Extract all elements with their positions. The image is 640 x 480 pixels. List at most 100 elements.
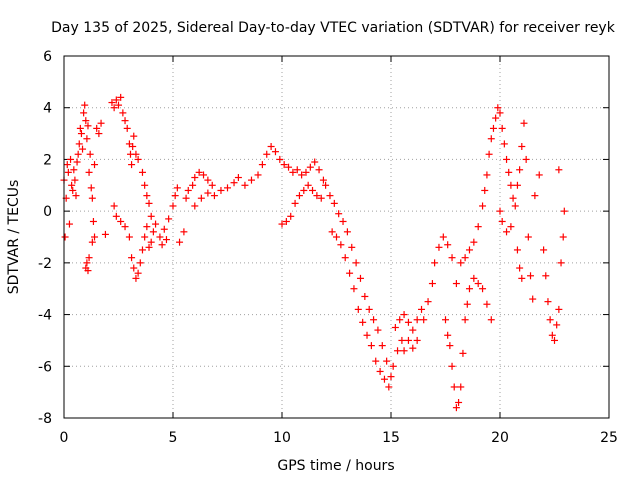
y-tick-label: 0 xyxy=(43,204,52,220)
data-point xyxy=(71,176,79,184)
data-point xyxy=(409,344,417,352)
data-point xyxy=(91,233,99,241)
data-point xyxy=(513,181,521,189)
data-point xyxy=(117,217,125,225)
data-point xyxy=(108,99,116,107)
data-point xyxy=(295,192,303,200)
data-point xyxy=(444,331,452,339)
data-point xyxy=(354,305,362,313)
data-point xyxy=(431,259,439,267)
data-point xyxy=(280,161,288,169)
data-point xyxy=(85,168,93,176)
data-point xyxy=(110,104,118,112)
data-point xyxy=(391,324,399,331)
data-point xyxy=(195,168,203,176)
data-point xyxy=(289,168,297,176)
data-point xyxy=(326,192,334,200)
data-point xyxy=(152,220,160,228)
y-tick-label: 2 xyxy=(43,152,52,168)
data-point xyxy=(444,241,452,249)
x-tick-label: 10 xyxy=(273,430,291,446)
data-point xyxy=(95,130,103,138)
data-point xyxy=(112,96,120,104)
data-point xyxy=(158,241,166,249)
data-point xyxy=(182,194,190,202)
data-point xyxy=(84,122,92,130)
data-point xyxy=(79,145,87,153)
data-point xyxy=(210,192,218,200)
data-point xyxy=(132,150,140,158)
data-point xyxy=(503,228,511,236)
data-point xyxy=(359,318,367,326)
data-point xyxy=(75,140,83,148)
data-point xyxy=(500,140,508,148)
y-tick-label: -6 xyxy=(38,359,52,375)
data-point xyxy=(498,217,506,225)
data-point xyxy=(125,233,133,241)
data-point xyxy=(524,233,532,241)
data-point xyxy=(522,155,530,163)
data-point xyxy=(505,168,513,176)
data-point xyxy=(87,184,95,192)
data-point xyxy=(263,150,271,158)
data-point xyxy=(483,171,491,179)
data-point xyxy=(306,163,314,171)
data-point xyxy=(457,259,465,267)
data-point xyxy=(162,236,170,244)
data-point xyxy=(372,357,380,365)
data-point xyxy=(93,124,101,132)
data-point xyxy=(84,267,92,275)
data-point xyxy=(128,254,136,262)
data-point xyxy=(63,161,71,169)
data-point xyxy=(352,259,360,267)
data-point xyxy=(86,150,94,158)
data-point xyxy=(322,181,330,189)
data-point xyxy=(191,174,199,182)
data-point xyxy=(149,228,157,236)
data-point xyxy=(409,326,417,334)
plot-frame xyxy=(63,55,610,419)
data-point xyxy=(309,186,317,194)
data-point xyxy=(291,199,299,207)
data-point xyxy=(428,280,436,288)
data-point xyxy=(540,246,548,254)
data-point xyxy=(461,254,469,262)
data-point xyxy=(145,199,153,207)
data-point xyxy=(134,155,142,163)
data-point xyxy=(479,202,487,210)
data-point xyxy=(494,104,502,112)
data-point xyxy=(319,176,327,184)
data-point xyxy=(465,285,473,293)
data-point xyxy=(400,347,408,355)
data-point xyxy=(341,254,349,262)
data-point xyxy=(439,233,447,241)
data-points xyxy=(60,93,568,412)
data-point xyxy=(343,228,351,236)
data-point xyxy=(446,342,454,350)
data-point xyxy=(442,316,449,324)
data-point xyxy=(404,318,412,326)
x-axis-label: GPS time / hours xyxy=(277,458,394,474)
data-point xyxy=(474,223,482,231)
data-point xyxy=(328,228,336,236)
data-point xyxy=(479,285,487,293)
data-point xyxy=(287,212,295,220)
data-point xyxy=(457,383,465,391)
data-point xyxy=(413,336,421,344)
data-point xyxy=(173,184,181,192)
data-point xyxy=(77,130,85,138)
data-point xyxy=(73,158,81,166)
data-point xyxy=(516,264,524,272)
data-point xyxy=(68,181,76,189)
data-point xyxy=(420,316,428,324)
data-point xyxy=(138,246,146,254)
y-tick-label: -2 xyxy=(38,256,52,272)
data-point xyxy=(230,179,238,187)
data-point xyxy=(424,298,432,306)
data-point xyxy=(389,362,397,370)
x-tick-label: 0 xyxy=(60,430,69,446)
data-point xyxy=(516,166,524,174)
data-point xyxy=(487,135,495,143)
data-point xyxy=(304,181,312,189)
